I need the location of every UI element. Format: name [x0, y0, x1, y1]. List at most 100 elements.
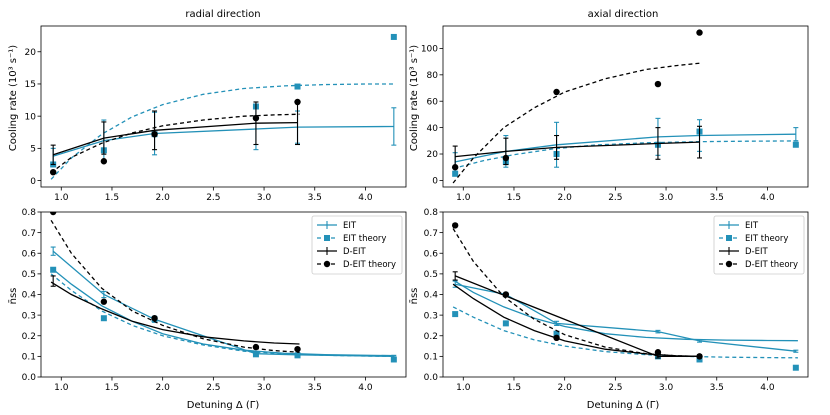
x-tick-label: 3.0	[659, 193, 674, 203]
x-tick-label: 3.0	[257, 193, 272, 203]
series-layer	[451, 222, 799, 371]
d-eit-theory-curve-line	[50, 219, 300, 353]
y-tick-label: 0.5	[424, 270, 438, 280]
x-tick-label: 4.0	[760, 383, 775, 393]
eit-theory-marker	[294, 352, 301, 359]
eit-line	[53, 125, 394, 157]
x-tick-label: 1.0	[54, 383, 69, 393]
legend-label: D-EIT theory	[343, 260, 396, 270]
panel-radial-cooling-rate: radial direction Cooling rate (10³ s⁻¹) …	[8, 9, 407, 203]
d-eit-theory-marker	[100, 298, 108, 305]
y-axis-label: Cooling rate (10³ s⁻¹)	[409, 45, 420, 151]
y-tick-label: 0.4	[22, 291, 37, 301]
d-eit-theory-marker	[654, 349, 662, 356]
d-eit-theory-marker	[151, 130, 158, 138]
panel-axial-cooling-rate: axial direction Cooling rate (10³ s⁻¹) 1…	[409, 9, 809, 203]
y-axis-label: n̄ss	[409, 288, 420, 305]
y-tick-label: 0.0	[22, 373, 37, 383]
x-tick-label: 1.5	[507, 383, 521, 393]
d-eit-theory-marker	[151, 315, 158, 322]
x-tick-label: 3.0	[257, 383, 272, 393]
x-axis-label: Detuning Δ (Γ)	[587, 400, 660, 411]
eit-line	[455, 133, 796, 163]
y-tick-label: 0.6	[22, 249, 37, 259]
legend-label: EIT theory	[745, 234, 788, 244]
x-tick-label: 2.0	[558, 383, 573, 393]
x-tick-label: 2.0	[558, 193, 573, 203]
eit-theory-marker	[452, 311, 459, 318]
x-axis-label: Detuning Δ (Γ)	[187, 400, 260, 411]
y-tick-label: 0.2	[424, 332, 438, 342]
eit-theory-marker	[100, 315, 107, 322]
d-eit-theory-marker	[252, 114, 260, 122]
d-eit-theory-marker	[100, 158, 108, 165]
x-tick-label: 3.5	[308, 193, 322, 203]
d-eit-theory-marker	[553, 334, 560, 342]
x-tick-label: 2.5	[206, 383, 220, 393]
eit-theory-marker	[452, 170, 459, 177]
d-eit-theory-marker	[654, 80, 662, 88]
y-tick-label: 40	[427, 124, 439, 134]
x-tick-label: 1.5	[105, 193, 119, 203]
y-tick-label: 0.7	[22, 229, 36, 239]
x-tick-label: 4.0	[358, 383, 373, 393]
y-tick-label: 0.6	[424, 249, 439, 259]
legend-label: EIT theory	[343, 234, 386, 244]
x-tick-label: 1.0	[54, 193, 69, 203]
d-eit-theory-marker	[49, 212, 57, 216]
x-tick-label: 3.5	[710, 383, 724, 393]
d-eit-line	[52, 121, 298, 156]
x-tick-label: 3.5	[308, 383, 322, 393]
y-tick-label: 100	[421, 45, 438, 55]
d-eit-curve-line	[50, 281, 300, 345]
y-tick-label: 0.3	[424, 311, 438, 321]
plot-frame	[442, 25, 809, 188]
panel-title: axial direction	[588, 9, 659, 20]
eit-theory-marker	[390, 356, 397, 363]
eit-curve-line	[50, 267, 396, 357]
d-eit-theory-marker	[502, 291, 510, 298]
y-tick-label: 0.1	[424, 353, 438, 363]
eit-theory-curve-line	[50, 83, 396, 180]
d-eit-theory-marker	[502, 154, 510, 162]
eit-theory-marker	[390, 33, 397, 40]
x-tick-label: 2.5	[608, 193, 622, 203]
x-tick-label: 1.0	[456, 193, 471, 203]
eit-theory-curve-line	[452, 306, 798, 359]
legend-marker	[323, 260, 331, 268]
y-tick-label: 0.8	[22, 208, 37, 218]
d-eit-theory-marker	[553, 88, 560, 96]
y-tick-label: 10	[25, 112, 37, 122]
eit-theory-marker	[252, 351, 259, 358]
y-tick-label: 0.8	[424, 208, 439, 218]
legend-box	[311, 215, 403, 275]
y-tick-label: 0.1	[22, 353, 36, 363]
y-tick-label: 0.4	[424, 291, 439, 301]
x-tick-label: 4.0	[358, 193, 373, 203]
legend-label: D-EIT theory	[745, 260, 798, 270]
legend-box	[713, 215, 805, 275]
legend-label: D-EIT	[745, 247, 768, 257]
x-tick-label: 3.0	[659, 383, 674, 393]
y-axis-label: n̄ss	[8, 288, 19, 305]
y-axis-label: Cooling rate (10³ s⁻¹)	[8, 45, 19, 151]
panel-title: radial direction	[185, 9, 260, 20]
d-eit-line	[454, 275, 700, 358]
y-tick-label: 0.3	[22, 311, 36, 321]
legend-label: EIT	[343, 221, 357, 231]
y-tick-label: 60	[427, 97, 439, 107]
panel-axial-nss: Detuning Δ (Γ) n̄ss 1.0 1.5 2.0 2.5 3.0 3.5 4.…	[409, 208, 809, 411]
legend: EIT EIT theory D-EIT D-EIT theory	[713, 215, 805, 275]
x-tick-label: 2.0	[156, 383, 171, 393]
legend-label: EIT	[745, 221, 759, 231]
series-layer	[49, 212, 397, 363]
legend-marker	[725, 260, 733, 268]
x-tick-label: 4.0	[760, 193, 775, 203]
y-tick-label: 0.5	[22, 270, 36, 280]
y-tick-label: 20	[427, 150, 439, 160]
x-tick-label: 1.5	[105, 383, 119, 393]
y-tick-label: 0	[30, 177, 36, 187]
series-layer	[451, 29, 799, 184]
y-tick-label: 15	[25, 80, 36, 90]
y-tick-label: 80	[427, 71, 439, 81]
